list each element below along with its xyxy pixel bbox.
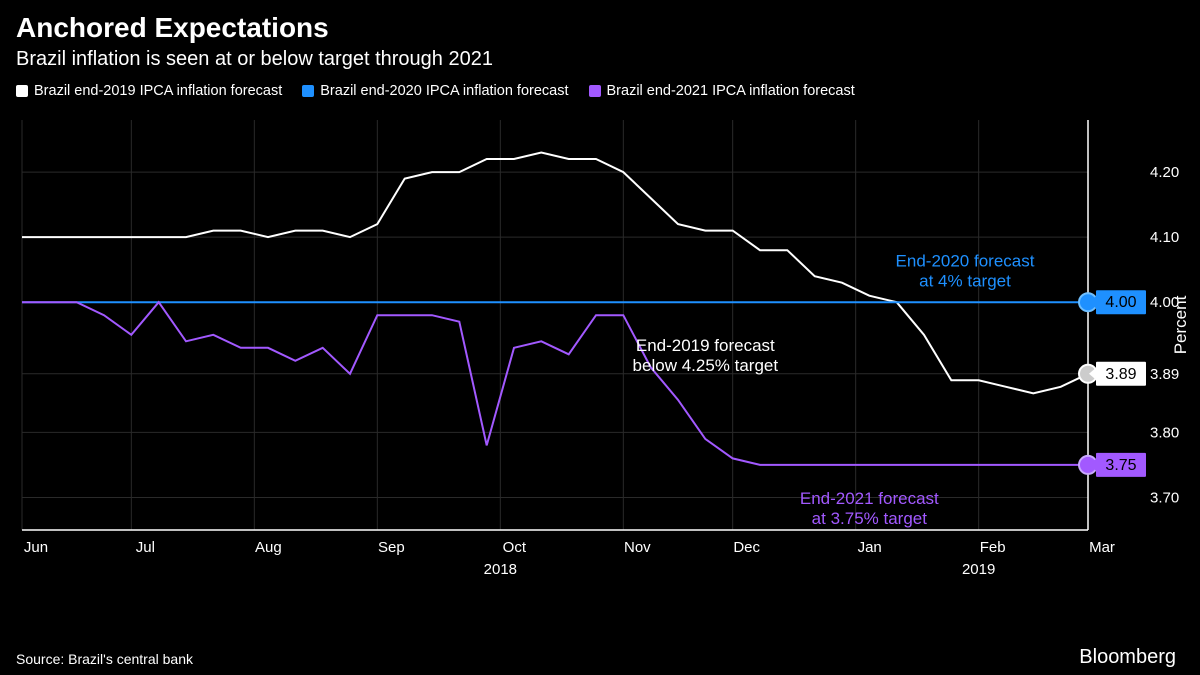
svg-text:Dec: Dec	[733, 539, 760, 556]
svg-text:2019: 2019	[962, 561, 995, 578]
chart-subtitle: Brazil inflation is seen at or below tar…	[0, 48, 1200, 79]
chart-source: Source: Brazil's central bank	[16, 651, 193, 667]
svg-text:3.75: 3.75	[1105, 457, 1136, 474]
svg-text:at 3.75% target: at 3.75% target	[812, 509, 928, 528]
legend-label: Brazil end-2020 IPCA inflation forecast	[320, 83, 568, 99]
svg-text:3.89: 3.89	[1105, 366, 1136, 383]
legend-swatch	[16, 85, 28, 97]
legend-swatch	[589, 85, 601, 97]
svg-text:3.89: 3.89	[1150, 366, 1179, 383]
svg-text:Nov: Nov	[624, 539, 651, 556]
chart-plot-area: 3.70 3.80 3.89 4.00 4.10 4.20 Jun Jul Aug Sep Oct N…	[0, 110, 1200, 600]
svg-text:End-2020 forecast: End-2020 forecast	[896, 251, 1035, 270]
svg-text:Feb: Feb	[980, 539, 1006, 556]
svg-text:End-2021 forecast: End-2021 forecast	[800, 489, 939, 508]
svg-text:Sep: Sep	[378, 539, 405, 556]
line-chart: 3.70 3.80 3.89 4.00 4.10 4.20 Jun Jul Aug Sep Oct N…	[0, 110, 1200, 600]
svg-text:3.80: 3.80	[1150, 424, 1179, 441]
svg-text:4.00: 4.00	[1105, 294, 1136, 311]
svg-text:4.10: 4.10	[1150, 229, 1179, 246]
legend-label: Brazil end-2019 IPCA inflation forecast	[34, 83, 282, 99]
legend-item: Brazil end-2021 IPCA inflation forecast	[589, 83, 855, 99]
legend-item: Brazil end-2020 IPCA inflation forecast	[302, 83, 568, 99]
brand-logo: Bloomberg	[1079, 646, 1176, 669]
svg-text:Jun: Jun	[24, 539, 48, 556]
svg-text:Mar: Mar	[1089, 539, 1115, 556]
svg-text:Jan: Jan	[858, 539, 882, 556]
legend: Brazil end-2019 IPCA inflation forecast …	[0, 79, 1200, 105]
legend-swatch	[302, 85, 314, 97]
svg-text:Percent: Percent	[1171, 295, 1190, 354]
svg-text:Aug: Aug	[255, 539, 282, 556]
svg-text:4.20: 4.20	[1150, 164, 1179, 181]
chart-title: Anchored Expectations	[0, 0, 1200, 48]
svg-text:at 4% target: at 4% target	[919, 271, 1011, 290]
svg-text:Oct: Oct	[503, 539, 527, 556]
legend-label: Brazil end-2021 IPCA inflation forecast	[607, 83, 855, 99]
svg-text:3.70: 3.70	[1150, 489, 1179, 506]
chart-container: Anchored Expectations Brazil inflation i…	[0, 0, 1200, 675]
svg-text:End-2019 forecast: End-2019 forecast	[636, 336, 775, 355]
svg-text:2018: 2018	[484, 561, 517, 578]
svg-text:Jul: Jul	[136, 539, 155, 556]
svg-text:below 4.25% target: below 4.25% target	[633, 356, 779, 375]
legend-item: Brazil end-2019 IPCA inflation forecast	[16, 83, 282, 99]
